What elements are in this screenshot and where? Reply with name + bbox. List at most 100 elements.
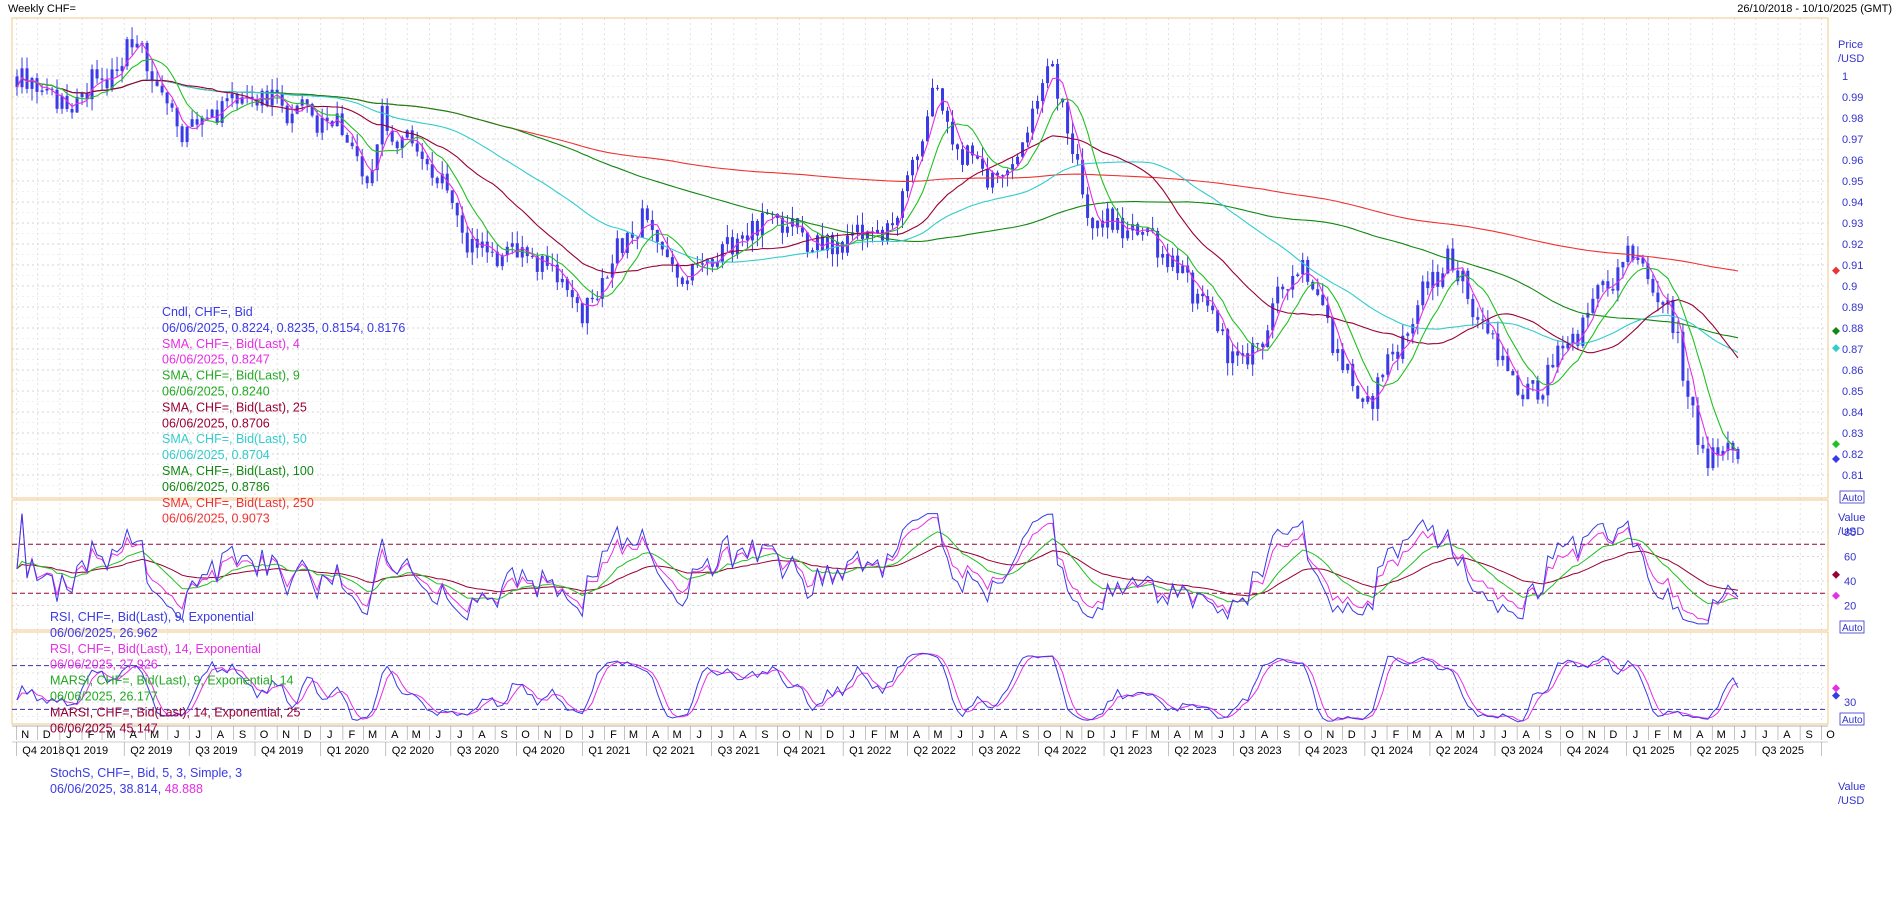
quarter-tick-label: Q2 2022 bbox=[913, 745, 955, 757]
candle-body bbox=[390, 130, 394, 142]
candle-body bbox=[740, 235, 744, 239]
candle-body bbox=[1216, 310, 1220, 332]
candle-body bbox=[1416, 305, 1420, 325]
month-tick-label: A bbox=[391, 729, 399, 741]
candle-body bbox=[1176, 255, 1180, 274]
candle-body bbox=[50, 88, 54, 90]
price-legend-line: SMA, CHF=, Bid(Last), 50 bbox=[162, 432, 307, 446]
month-tick-label: S bbox=[239, 729, 246, 741]
panel-frame bbox=[11, 17, 1829, 499]
rsi-auto-button[interactable]: Auto bbox=[1839, 620, 1865, 634]
candle-body bbox=[1386, 354, 1390, 375]
candle-body bbox=[640, 208, 644, 238]
candle-body bbox=[65, 95, 69, 110]
candle-body bbox=[30, 78, 34, 89]
candle-body bbox=[1686, 380, 1690, 397]
candle-body bbox=[1306, 259, 1310, 282]
price-tick-label: 0.88 bbox=[1842, 323, 1863, 335]
price-tick-label: 0.86 bbox=[1842, 365, 1863, 377]
candle-body bbox=[450, 190, 454, 203]
candle-body bbox=[190, 119, 194, 127]
rsi-legend-line: 06/06/2025, 26.962 bbox=[50, 626, 158, 640]
price-tick-label: 1 bbox=[1842, 71, 1848, 83]
candle-body bbox=[670, 257, 674, 265]
month-tick-label: D bbox=[43, 729, 51, 741]
candle-body bbox=[1476, 317, 1480, 320]
candle-body bbox=[1221, 329, 1225, 332]
month-tick-label: J bbox=[957, 729, 963, 741]
quarter-tick-label: Q1 2025 bbox=[1632, 745, 1674, 757]
candle-body bbox=[95, 69, 99, 79]
candle-body bbox=[900, 191, 904, 218]
candle-body bbox=[500, 255, 504, 267]
candle-body bbox=[175, 107, 179, 127]
month-tick-label: A bbox=[652, 729, 660, 741]
candle-body bbox=[951, 121, 955, 145]
month-tick-label: M bbox=[890, 729, 899, 741]
month-tick-label: J bbox=[195, 729, 201, 741]
candle-body bbox=[895, 217, 899, 226]
month-tick-label: M bbox=[368, 729, 377, 741]
month-tick-label: O bbox=[782, 729, 791, 741]
candle-body bbox=[1541, 395, 1545, 400]
candle-body bbox=[130, 39, 134, 48]
price-legend: Cndl, CHF=, Bid 06/06/2025, 0.8224, 0.823… bbox=[162, 305, 405, 526]
price-auto-button[interactable]: Auto bbox=[1839, 490, 1865, 504]
candle-body bbox=[1046, 66, 1050, 84]
month-tick-label: A bbox=[1696, 729, 1704, 741]
month-tick-label: J bbox=[1501, 729, 1507, 741]
candle-body bbox=[931, 87, 935, 117]
candle-body bbox=[765, 213, 769, 215]
month-tick-label: A bbox=[217, 729, 225, 741]
candle-body bbox=[300, 99, 304, 106]
candle-body bbox=[455, 202, 459, 216]
candle-body bbox=[910, 159, 914, 176]
candle-body bbox=[155, 81, 159, 86]
rsi-auto-button-frame bbox=[1839, 620, 1865, 634]
gridlines bbox=[11, 17, 1829, 725]
candle-body bbox=[1651, 278, 1655, 293]
stoch-auto-button-label: Auto bbox=[1842, 715, 1863, 726]
quarter-tick-label: Q4 2024 bbox=[1567, 745, 1609, 757]
sma-25-line bbox=[16, 76, 1739, 359]
rsi-14-marker bbox=[1832, 591, 1840, 600]
month-tick-label: J bbox=[1371, 729, 1377, 741]
candle-body bbox=[1231, 351, 1235, 364]
stoch-auto-button[interactable]: Auto bbox=[1839, 712, 1865, 726]
candle-body bbox=[280, 93, 284, 106]
candle-body bbox=[1196, 293, 1200, 304]
candle-body bbox=[490, 251, 494, 253]
candle-body bbox=[400, 137, 404, 149]
candle-body bbox=[1246, 353, 1250, 365]
candle-body bbox=[1606, 281, 1610, 289]
quarter-tick-label: Q3 2020 bbox=[457, 745, 499, 757]
candle-body bbox=[1116, 217, 1120, 230]
marsi-9-line bbox=[16, 531, 1739, 605]
price-tick-label: 0.92 bbox=[1842, 239, 1863, 251]
candle-body bbox=[1056, 63, 1060, 99]
candle-body bbox=[690, 264, 694, 281]
candle-body bbox=[350, 142, 354, 147]
candle-body bbox=[605, 277, 609, 279]
stoch-legend-date: 06/06/2025, bbox=[50, 782, 120, 796]
candle-body bbox=[1106, 208, 1110, 228]
candle-body bbox=[1641, 257, 1645, 264]
candle-body bbox=[200, 117, 204, 125]
candle-body bbox=[220, 101, 224, 123]
month-tick-label: N bbox=[21, 729, 29, 741]
candle-body bbox=[1461, 270, 1465, 282]
stoch-legend: StochS, CHF=, Bid, 5, 3, Simple, 3 06/06/… bbox=[50, 766, 242, 796]
quarter-tick-label: Q3 2022 bbox=[979, 745, 1021, 757]
month-tick-label: D bbox=[1348, 729, 1356, 741]
candle-body bbox=[905, 175, 909, 192]
candle-body bbox=[1096, 220, 1100, 229]
month-tick-label: N bbox=[1065, 729, 1073, 741]
candle-body bbox=[1411, 324, 1415, 334]
candle-body bbox=[630, 232, 634, 238]
candle-body bbox=[936, 87, 940, 89]
month-tick-label: J bbox=[696, 729, 702, 741]
candle-body bbox=[1311, 281, 1315, 290]
month-tick-label: M bbox=[672, 729, 681, 741]
